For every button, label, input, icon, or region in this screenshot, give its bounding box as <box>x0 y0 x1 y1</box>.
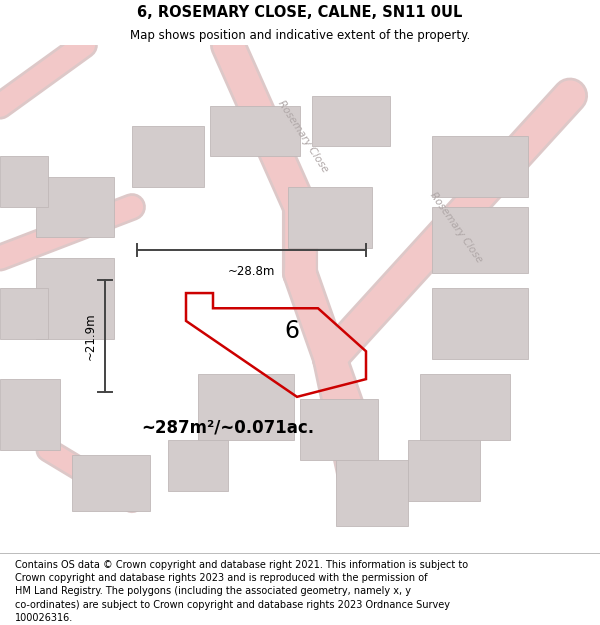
Polygon shape <box>432 136 528 197</box>
Polygon shape <box>168 440 228 491</box>
Text: 6, ROSEMARY CLOSE, CALNE, SN11 0UL: 6, ROSEMARY CLOSE, CALNE, SN11 0UL <box>137 5 463 20</box>
Text: ~28.8m: ~28.8m <box>228 265 275 278</box>
Text: Rosemary Close: Rosemary Close <box>276 98 330 174</box>
Text: Contains OS data © Crown copyright and database right 2021. This information is : Contains OS data © Crown copyright and d… <box>15 560 468 623</box>
Polygon shape <box>288 187 372 248</box>
Polygon shape <box>432 288 528 359</box>
Polygon shape <box>0 156 48 207</box>
Polygon shape <box>36 177 114 238</box>
Polygon shape <box>0 379 60 450</box>
Polygon shape <box>72 455 150 511</box>
Polygon shape <box>312 96 390 146</box>
Text: Map shows position and indicative extent of the property.: Map shows position and indicative extent… <box>130 29 470 42</box>
Polygon shape <box>432 207 528 272</box>
Polygon shape <box>210 106 300 156</box>
Polygon shape <box>408 440 480 501</box>
Polygon shape <box>336 460 408 526</box>
Polygon shape <box>36 258 114 339</box>
Polygon shape <box>300 399 378 460</box>
Text: 6: 6 <box>284 319 299 343</box>
Text: ~287m²/~0.071ac.: ~287m²/~0.071ac. <box>142 418 314 436</box>
Text: Rosemary Close: Rosemary Close <box>428 190 484 264</box>
Polygon shape <box>198 374 294 440</box>
Polygon shape <box>0 288 48 339</box>
Text: ~21.9m: ~21.9m <box>83 312 97 360</box>
Polygon shape <box>132 126 204 187</box>
Polygon shape <box>420 374 510 440</box>
